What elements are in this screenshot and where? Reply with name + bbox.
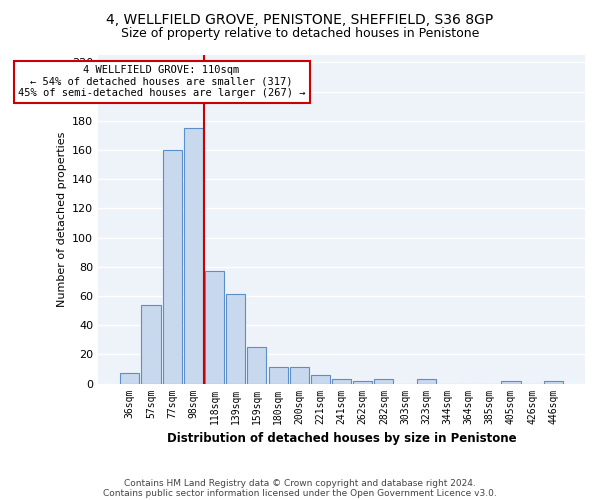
Text: Contains public sector information licensed under the Open Government Licence v3: Contains public sector information licen… bbox=[103, 488, 497, 498]
Bar bbox=[205, 271, 224, 384]
Bar bbox=[290, 368, 309, 384]
Bar bbox=[311, 375, 330, 384]
Bar bbox=[544, 380, 563, 384]
Bar bbox=[184, 128, 203, 384]
Bar bbox=[247, 347, 266, 384]
Bar bbox=[163, 150, 182, 384]
X-axis label: Distribution of detached houses by size in Penistone: Distribution of detached houses by size … bbox=[167, 432, 517, 445]
Y-axis label: Number of detached properties: Number of detached properties bbox=[56, 132, 67, 307]
Text: 4 WELLFIELD GROVE: 110sqm
← 54% of detached houses are smaller (317)
45% of semi: 4 WELLFIELD GROVE: 110sqm ← 54% of detac… bbox=[18, 65, 305, 98]
Bar bbox=[353, 380, 372, 384]
Text: Size of property relative to detached houses in Penistone: Size of property relative to detached ho… bbox=[121, 28, 479, 40]
Bar bbox=[269, 368, 287, 384]
Bar bbox=[142, 304, 161, 384]
Bar bbox=[502, 380, 521, 384]
Text: 4, WELLFIELD GROVE, PENISTONE, SHEFFIELD, S36 8GP: 4, WELLFIELD GROVE, PENISTONE, SHEFFIELD… bbox=[106, 12, 494, 26]
Bar bbox=[417, 379, 436, 384]
Bar bbox=[121, 374, 139, 384]
Bar bbox=[374, 379, 394, 384]
Text: Contains HM Land Registry data © Crown copyright and database right 2024.: Contains HM Land Registry data © Crown c… bbox=[124, 478, 476, 488]
Bar bbox=[332, 379, 351, 384]
Bar bbox=[226, 294, 245, 384]
